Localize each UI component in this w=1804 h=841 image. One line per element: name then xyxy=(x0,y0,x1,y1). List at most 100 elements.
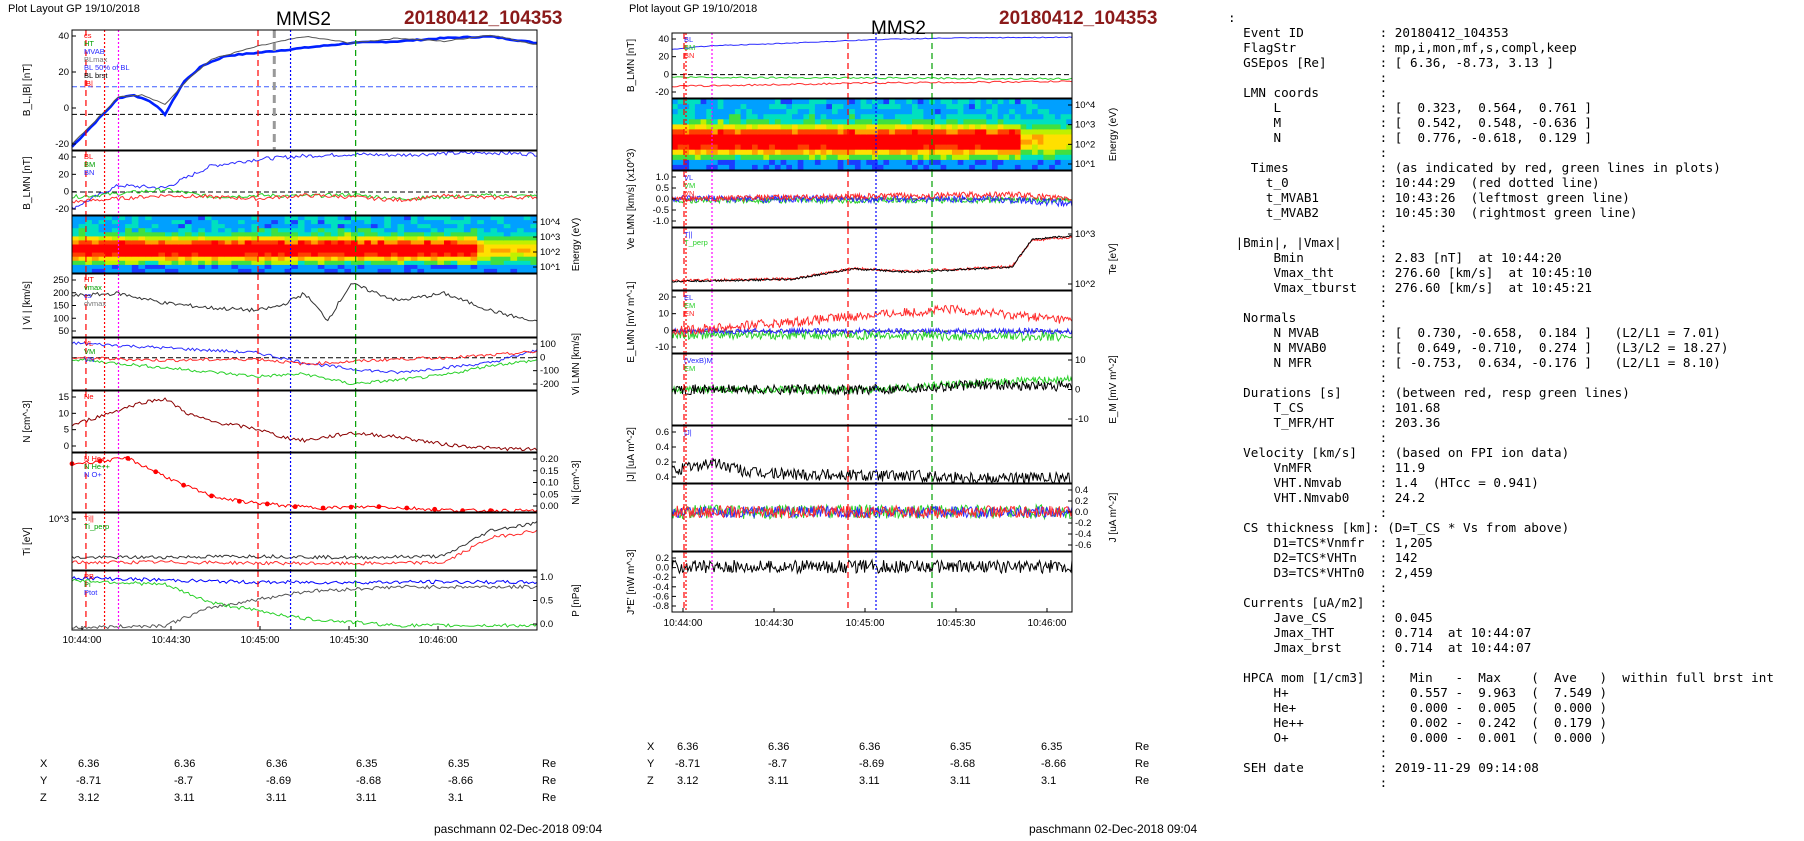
spectro-cell xyxy=(450,228,458,233)
spectro-cell xyxy=(837,109,844,115)
spectro-cell xyxy=(410,248,418,254)
spectro-cell xyxy=(125,224,133,229)
spectro-cell xyxy=(198,240,206,245)
spectro-cell xyxy=(780,139,787,146)
spectro-cell xyxy=(364,236,372,241)
spectro-cell xyxy=(211,252,219,258)
spectro-cell xyxy=(138,236,146,241)
spectro-cell xyxy=(774,154,782,161)
spectro-cell xyxy=(297,248,305,254)
spectro-cell xyxy=(712,134,719,141)
spectro-cell xyxy=(211,256,219,262)
spectro-cell xyxy=(1020,119,1027,125)
panel-frame xyxy=(71,390,538,453)
spectro-cell xyxy=(297,264,305,270)
spectro-cell xyxy=(410,244,418,250)
spectro-cell xyxy=(483,264,491,270)
spectro-cell xyxy=(929,144,936,151)
spectro-cell xyxy=(224,236,232,241)
spectro-cell xyxy=(1032,124,1039,130)
legend-entry: Ptot xyxy=(84,588,98,597)
spectro-cell xyxy=(706,144,713,151)
spectro-cell xyxy=(78,252,86,258)
spectro-cell xyxy=(1037,114,1044,120)
spectro-cell xyxy=(158,256,166,262)
spectro-cell xyxy=(1066,99,1073,105)
spectro-cell xyxy=(410,268,418,274)
info-line: Jmax_THT : 0.714 at 10:44:07 xyxy=(1273,625,1532,640)
spectro-cell xyxy=(377,228,385,233)
info-line: : xyxy=(1379,430,1388,445)
spectro-cell xyxy=(178,260,186,266)
spectro-cell xyxy=(997,149,1004,156)
spectro-cell xyxy=(477,244,485,250)
spectro-cell xyxy=(906,114,913,120)
spectro-cell xyxy=(337,252,345,258)
y-tick-label: 0.0 xyxy=(656,563,669,574)
spectro-cell xyxy=(1020,104,1027,110)
spectro-cell xyxy=(700,144,707,151)
spectro-cell xyxy=(826,149,833,156)
spectro-cell xyxy=(158,220,166,225)
y-tick-label: -0.6 xyxy=(653,591,669,602)
spectro-cell xyxy=(1003,124,1010,130)
spectro-cell xyxy=(397,264,405,270)
spectro-cell xyxy=(384,268,392,274)
spectro-cell xyxy=(992,124,999,130)
spectro-cell xyxy=(792,124,799,130)
spectro-cell xyxy=(331,264,339,270)
spectro-cell xyxy=(860,124,867,130)
spectro-cell xyxy=(894,119,902,125)
info-line: : xyxy=(1379,295,1388,310)
spectro-cell xyxy=(204,268,212,274)
spectro-cell xyxy=(929,114,936,120)
footer-left: paschmann 02-Dec-2018 09:04 xyxy=(434,822,603,836)
spectro-cell xyxy=(803,159,810,166)
spectro-cell xyxy=(530,236,538,241)
spectro-cell xyxy=(763,109,770,115)
spectro-cell xyxy=(769,164,776,171)
spectro-cell xyxy=(963,164,970,171)
spectro-cell xyxy=(410,240,418,245)
spectro-cell xyxy=(238,232,246,237)
spectro-cell xyxy=(277,220,285,225)
spectro-cell xyxy=(317,260,325,266)
spectro-cell xyxy=(264,260,272,266)
spectro-cell xyxy=(980,149,987,156)
spectro-cell xyxy=(963,104,970,110)
info-line: D1=TCS*Vnmfr : 1,205 xyxy=(1273,535,1433,550)
spectro-cell xyxy=(244,216,252,221)
spectro-cell xyxy=(917,104,924,110)
spectro-cell xyxy=(125,256,133,262)
event-info-text: : Event ID : 20180412_104353 FlagStr : m… xyxy=(1228,10,1774,790)
spectro-cell xyxy=(470,252,478,258)
info-line: Velocity [km/s] : (based on FPI ion data… xyxy=(1243,445,1570,460)
spectro-cell xyxy=(940,114,947,120)
spectro-cell xyxy=(763,154,770,161)
spectro-cell xyxy=(331,240,339,245)
y-tick-label: 0.20 xyxy=(540,454,559,465)
spectro-cell xyxy=(457,236,465,241)
spectro-cell xyxy=(497,224,505,229)
spectro-cell xyxy=(304,248,312,254)
spectro-cell xyxy=(397,248,405,254)
spectro-cell xyxy=(218,248,226,254)
spectro-cell xyxy=(304,268,312,274)
spectro-cell xyxy=(198,256,206,262)
spectro-cell xyxy=(1037,109,1044,115)
spectro-cell xyxy=(717,114,724,120)
spectro-cell xyxy=(424,228,432,233)
spectro-cell xyxy=(364,244,372,250)
spectro-cell xyxy=(311,256,319,262)
spectro-cell xyxy=(165,268,173,274)
spectro-cell xyxy=(510,224,518,229)
spectro-cell xyxy=(111,256,119,262)
spectro-cell xyxy=(370,224,378,229)
spectro-cell xyxy=(98,224,106,229)
spectro-cell xyxy=(952,144,959,151)
y-tick-label: 10 xyxy=(658,309,669,320)
spectro-cell xyxy=(809,119,816,125)
spectro-cell xyxy=(694,144,702,151)
spectro-cell xyxy=(324,228,332,233)
spectro-cell xyxy=(291,232,299,237)
